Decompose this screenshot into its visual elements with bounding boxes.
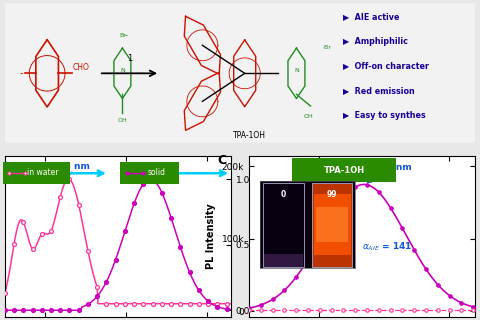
Text: TPA-1OH: TPA-1OH [324,165,365,174]
Text: $\alpha_{AIE}$ = 141: $\alpha_{AIE}$ = 141 [362,240,412,252]
Text: -: - [19,68,23,78]
Text: CHO: CHO [73,63,90,72]
Text: solid: solid [147,168,165,177]
FancyBboxPatch shape [5,3,475,143]
Text: 652 nm: 652 nm [368,163,412,182]
Text: in water: in water [27,168,59,177]
FancyBboxPatch shape [2,162,71,184]
Y-axis label: PL Intensity: PL Intensity [206,203,216,269]
Text: ▶  Easy to synthes: ▶ Easy to synthes [344,111,426,120]
FancyBboxPatch shape [120,162,179,184]
Text: ▶  Amphiphilic: ▶ Amphiphilic [344,36,408,45]
Text: 458 nm: 458 nm [52,162,90,176]
Text: -: - [125,31,128,40]
Text: N: N [120,68,125,74]
Text: OH: OH [118,118,127,123]
Text: ▶  Red emission: ▶ Red emission [344,86,415,95]
Text: ▶  AIE active: ▶ AIE active [344,12,400,21]
Text: -Br: -Br [323,45,331,50]
Text: ▶  Off-on character: ▶ Off-on character [344,61,430,70]
Text: 1: 1 [127,54,132,63]
Y-axis label: Normalized PL: Normalized PL [254,196,264,276]
Text: N: N [294,68,299,74]
Text: C: C [217,154,227,167]
Text: TPA-1OH: TPA-1OH [233,131,266,140]
FancyBboxPatch shape [292,158,396,182]
Text: Br: Br [119,33,126,38]
Text: OH: OH [303,115,313,119]
Text: 660 nm: 660 nm [137,162,175,176]
